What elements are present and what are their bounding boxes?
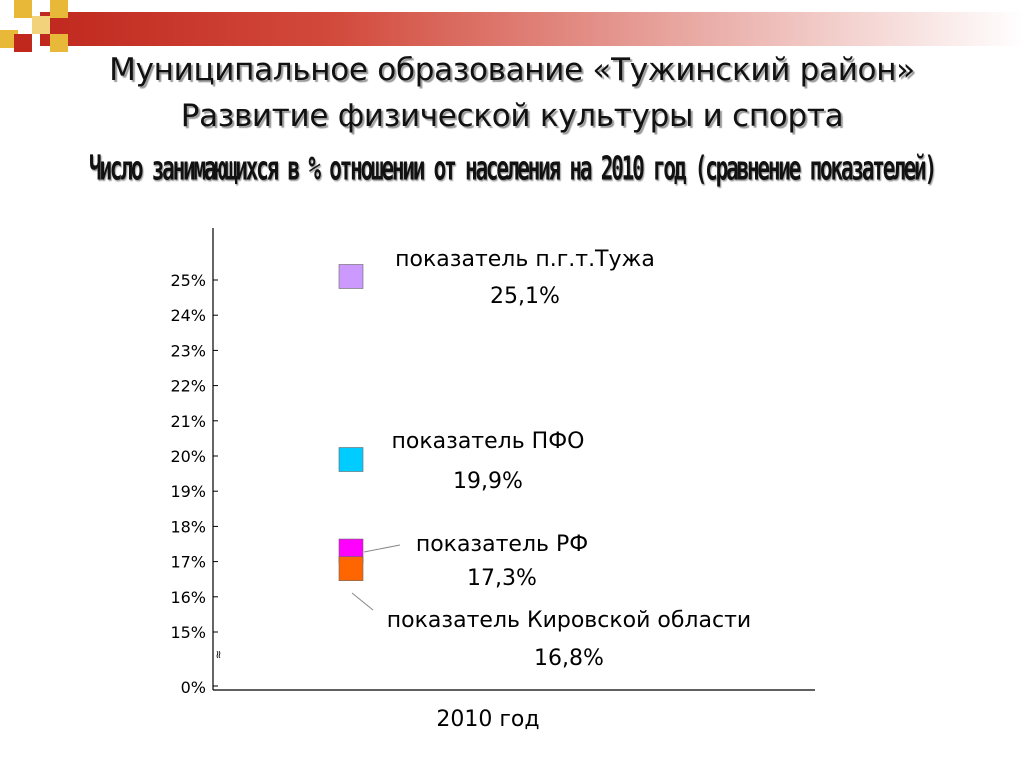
label-leader-line	[351, 592, 374, 611]
y-tick-label: 24%	[170, 306, 206, 325]
chart-subtitle: Число занимающихся в % отношении от насе…	[89, 150, 937, 188]
data-point-marker	[338, 447, 364, 472]
series-name-label: показатель Кировской области	[387, 608, 751, 633]
axis-break-symbol: ≈	[212, 650, 225, 659]
x-category-label: 2010 год	[436, 707, 539, 732]
data-point-marker	[338, 556, 364, 581]
y-tick-label: 25%	[170, 271, 206, 290]
y-tick-label: 20%	[170, 447, 206, 466]
data-labels: 2010 год показатель п.г.т.Тужа 25,1% показа…	[351, 247, 751, 732]
y-tick-label: 18%	[170, 517, 206, 536]
chart-axes: ≈	[212, 228, 815, 691]
data-point-marker	[338, 264, 364, 289]
y-tick-label: 17%	[170, 553, 206, 572]
series-value-label: 16,8%	[534, 646, 604, 671]
page-title-line-1: Муниципальное образование «Тужинский рай…	[109, 52, 915, 88]
y-tick-label: 15%	[170, 623, 206, 642]
y-zero-label: 0%	[181, 678, 206, 697]
series-name-label: показатель РФ	[416, 532, 588, 557]
y-tick-label: 22%	[170, 377, 206, 396]
label-leader-line	[363, 544, 401, 553]
y-tick-label: 16%	[170, 588, 206, 607]
y-tick-label: 19%	[170, 482, 206, 501]
series-value-label: 19,9%	[453, 469, 523, 494]
decorative-header-band	[40, 12, 1024, 46]
series-name-label: показатель ПФО	[392, 429, 585, 454]
y-tick-label: 23%	[170, 341, 206, 360]
data-points	[338, 264, 364, 581]
y-tick-labels: 25% 24% 23% 22% 21% 20% 19% 18% 17% 16% 15% 0%	[170, 271, 218, 697]
series-name-label: показатель п.г.т.Тужа	[395, 247, 655, 272]
decorative-squares	[0, 0, 90, 60]
series-value-label: 25,1%	[490, 284, 560, 309]
page-title-line-2: Развитие физической культуры и спорта	[180, 98, 844, 134]
y-tick-label: 21%	[170, 412, 206, 431]
series-value-label: 17,3%	[467, 566, 537, 591]
